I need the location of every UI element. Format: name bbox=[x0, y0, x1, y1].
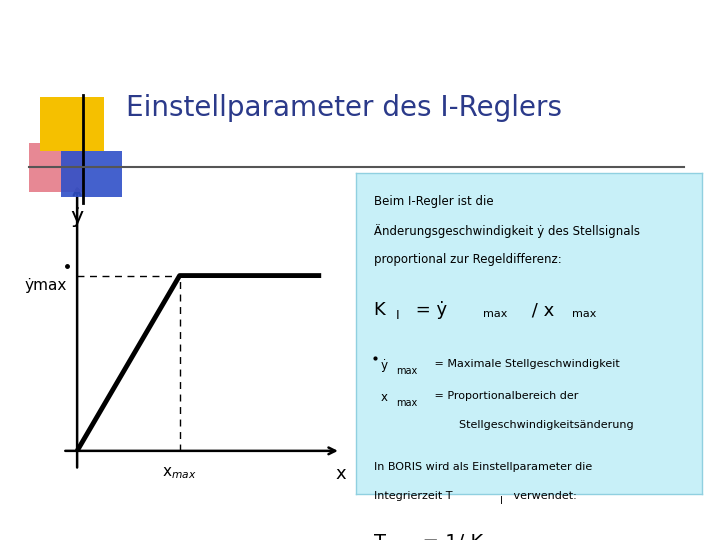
Text: x: x bbox=[381, 392, 387, 404]
Text: I: I bbox=[396, 309, 400, 322]
Text: I: I bbox=[500, 496, 503, 505]
Text: Stellgeschwindigkeitsänderung: Stellgeschwindigkeitsänderung bbox=[431, 420, 634, 430]
Text: Integrierzeit T: Integrierzeit T bbox=[374, 491, 452, 501]
Text: = Proportionalbereich der: = Proportionalbereich der bbox=[431, 392, 578, 401]
Text: K: K bbox=[374, 301, 385, 319]
Text: Einstellparameter des I-Reglers: Einstellparameter des I-Reglers bbox=[126, 94, 562, 122]
Text: In BORIS wird als Einstellparameter die: In BORIS wird als Einstellparameter die bbox=[374, 462, 592, 472]
Text: = Maximale Stellgeschwindigkeit: = Maximale Stellgeschwindigkeit bbox=[431, 359, 619, 369]
Text: Änderungsgeschwindigkeit ẏ des Stellsignals: Änderungsgeschwindigkeit ẏ des Stellsign… bbox=[374, 224, 639, 238]
Text: ẏ: ẏ bbox=[71, 207, 84, 227]
Text: max: max bbox=[396, 366, 418, 376]
Text: / x: / x bbox=[526, 301, 554, 319]
Text: = 1/ K: = 1/ K bbox=[410, 532, 483, 540]
Text: T: T bbox=[374, 532, 386, 540]
Text: ẏmax: ẏmax bbox=[25, 278, 68, 293]
Text: x: x bbox=[336, 465, 346, 483]
Text: max: max bbox=[572, 309, 597, 319]
Text: Beim I-Regler ist die: Beim I-Regler ist die bbox=[374, 195, 493, 208]
Text: = ẏ: = ẏ bbox=[410, 301, 447, 319]
Text: max: max bbox=[396, 397, 418, 408]
Text: ẏ: ẏ bbox=[381, 359, 387, 372]
Text: proportional zur Regeldifferenz:: proportional zur Regeldifferenz: bbox=[374, 253, 562, 266]
Text: x$_{max}$: x$_{max}$ bbox=[163, 465, 197, 481]
Text: verwendet:: verwendet: bbox=[510, 491, 577, 501]
Text: max: max bbox=[482, 309, 507, 319]
